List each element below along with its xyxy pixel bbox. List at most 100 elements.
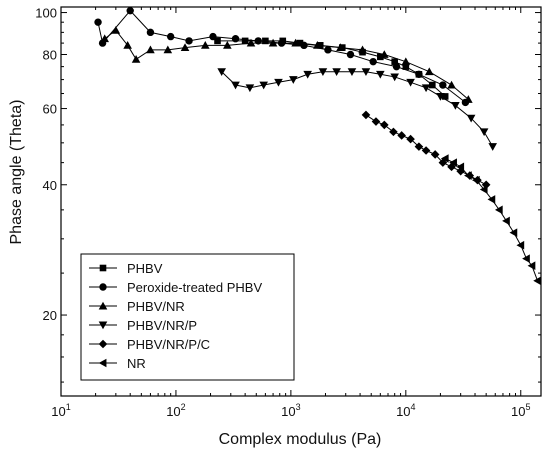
data-point xyxy=(464,171,472,180)
legend-marker xyxy=(98,339,108,349)
data-point xyxy=(245,84,255,93)
x-tick-label: 103 xyxy=(281,402,300,419)
y-axis: 20 40 60 80 100 xyxy=(35,6,541,383)
data-point xyxy=(361,110,371,120)
data-point xyxy=(303,70,312,79)
legend-label: PHBV/NR/P xyxy=(127,318,197,333)
series-line xyxy=(444,158,539,281)
legend-marker xyxy=(98,301,108,310)
data-point xyxy=(464,95,473,103)
legend-marker xyxy=(98,358,107,368)
data-point xyxy=(436,92,445,101)
legend-item: PHBV xyxy=(89,261,163,276)
data-point xyxy=(402,63,410,70)
data-point xyxy=(494,205,503,215)
data-point xyxy=(456,166,465,176)
data-point xyxy=(430,150,440,159)
data-point xyxy=(376,70,385,79)
data-point xyxy=(401,57,411,66)
data-point xyxy=(214,37,221,45)
x-tick-label: 102 xyxy=(166,402,185,419)
legend-box xyxy=(80,253,295,381)
data-point xyxy=(185,37,193,45)
data-point xyxy=(131,54,141,63)
data-point xyxy=(123,41,132,49)
series-line xyxy=(104,29,469,100)
data-point xyxy=(200,41,210,49)
data-point xyxy=(487,195,496,204)
x-axis-title: Complex modulus (Pa) xyxy=(219,431,382,448)
data-point xyxy=(94,18,102,26)
data-point xyxy=(241,37,249,45)
series-triangle-up xyxy=(100,25,473,103)
data-point xyxy=(421,146,431,155)
data-point xyxy=(166,32,175,41)
data-point xyxy=(527,261,536,271)
legend-marker xyxy=(99,283,107,291)
data-point xyxy=(377,53,384,61)
data-point xyxy=(268,38,278,47)
data-point xyxy=(481,180,491,190)
data-point xyxy=(509,228,518,237)
data-point xyxy=(488,143,498,151)
legend-label: NR xyxy=(127,356,146,371)
data-point xyxy=(231,35,240,43)
data-point xyxy=(100,34,110,43)
data-point xyxy=(262,37,269,45)
series-triangle-left xyxy=(440,154,541,286)
data-point xyxy=(391,58,398,65)
data-point xyxy=(223,41,232,49)
y-tick-label: 20 xyxy=(43,308,57,323)
data-point xyxy=(146,28,155,37)
data-point xyxy=(289,76,298,84)
y-tick-label: 60 xyxy=(43,102,57,117)
x-tick-label: 105 xyxy=(511,402,530,419)
data-point xyxy=(447,80,456,89)
data-point xyxy=(479,185,488,194)
data-point xyxy=(429,81,436,89)
legend-label: PHBV xyxy=(127,261,163,276)
data-point xyxy=(300,41,308,50)
data-point xyxy=(533,276,541,286)
series-circle xyxy=(94,6,470,107)
data-point xyxy=(217,68,226,77)
data-point xyxy=(421,84,431,93)
data-point xyxy=(380,120,389,130)
data-point xyxy=(406,134,415,144)
data-point xyxy=(392,62,401,71)
data-point xyxy=(361,68,371,77)
data-point xyxy=(516,240,525,250)
data-point xyxy=(502,216,510,226)
legend-item: NR xyxy=(89,356,146,371)
data-point xyxy=(313,41,322,49)
data-point xyxy=(397,131,406,140)
legend-item: Peroxide-treated PHBV xyxy=(89,280,262,295)
plot-area xyxy=(60,6,542,397)
y-tick-label: 80 xyxy=(43,47,57,62)
legend-label: PHBV/NR/P/C xyxy=(127,337,210,352)
legend: PHBV Peroxide-treated PHBV PHBV/NR PHBV/NR/… xyxy=(80,253,295,381)
data-point xyxy=(424,67,434,76)
y-tick-label: 100 xyxy=(35,6,57,21)
data-point xyxy=(479,128,489,137)
data-point xyxy=(406,78,415,87)
data-point xyxy=(347,68,357,77)
data-point xyxy=(371,117,381,126)
data-point xyxy=(451,102,460,110)
legend-label: Peroxide-treated PHBV xyxy=(127,280,262,295)
data-point xyxy=(369,57,377,66)
data-point xyxy=(439,81,447,89)
data-point xyxy=(111,25,121,34)
legend-item: PHBV/NR xyxy=(89,299,185,314)
data-point xyxy=(471,175,480,185)
data-point xyxy=(389,127,398,137)
x-tick-label: 101 xyxy=(51,402,70,419)
data-point xyxy=(146,45,155,54)
data-point xyxy=(332,68,341,77)
data-point xyxy=(318,68,328,77)
data-point xyxy=(209,32,217,41)
plot-border xyxy=(60,6,542,397)
y-tick-label: 40 xyxy=(43,178,57,193)
series-layer xyxy=(94,6,541,286)
